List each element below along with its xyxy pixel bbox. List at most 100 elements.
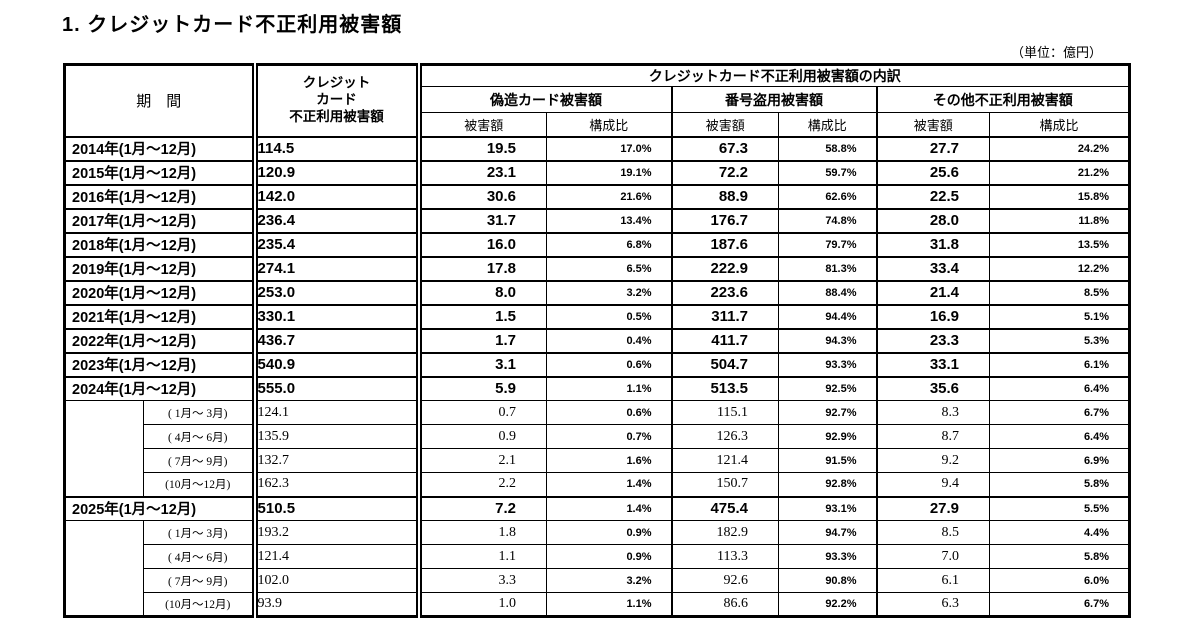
counterfeit-ratio-cell: 6.8% [546, 231, 673, 257]
counterfeit-cell: 3.1 [418, 351, 548, 377]
table-row-year: 2018年(1月～12月) 235.4 16.0 6.8% 187.6 79.7% 31.8… [64, 231, 1130, 257]
other-ratio-cell: 24.2% [989, 135, 1130, 161]
other-cell: 27.7 [876, 135, 991, 161]
other-cell: 33.1 [876, 351, 991, 377]
counterfeit-cell: 0.9 [418, 424, 548, 449]
counterfeit-cell: 1.1 [418, 544, 548, 569]
total-cell: 142.0 [254, 183, 422, 209]
other-ratio-cell: 5.1% [989, 303, 1130, 329]
counterfeit-ratio-cell: 21.6% [546, 183, 673, 209]
period-cell: ( 1月～ 3月) [143, 520, 258, 545]
number-theft-ratio-cell: 92.8% [778, 472, 878, 497]
header-breakdown: クレジットカード不正利用被害額の内訳 [418, 64, 1130, 87]
number-theft-ratio-cell: 94.3% [778, 327, 878, 353]
period-cell: ( 1月～ 3月) [143, 400, 258, 425]
counterfeit-ratio-cell: 0.6% [546, 400, 673, 425]
table-row-year: 2022年(1月～12月) 436.7 1.7 0.4% 411.7 94.3% 23.3 5… [64, 327, 1130, 353]
other-cell: 27.9 [876, 495, 991, 521]
counterfeit-cell: 0.7 [418, 400, 548, 425]
table-row-quarter: ( 4月～ 6月) 135.9 0.9 0.7% 126.3 92.9% 8.7 6.4% [65, 424, 1130, 449]
number-theft-cell: 182.9 [671, 520, 780, 545]
period-cell: ( 4月～ 6月) [143, 424, 258, 449]
number-theft-cell: 92.6 [671, 568, 780, 593]
table-body: 2014年(1月～12月) 114.5 19.5 17.0% 67.3 58.8% 27.7… [64, 135, 1130, 617]
period-cell: (10月～12月) [143, 592, 258, 617]
header-sub-ratio: 構成比 [778, 112, 878, 138]
other-ratio-cell: 6.7% [989, 592, 1130, 617]
other-cell: 21.4 [876, 279, 991, 305]
total-cell: 555.0 [254, 375, 422, 401]
other-ratio-cell: 5.8% [989, 544, 1130, 569]
counterfeit-cell: 3.3 [418, 568, 548, 593]
other-ratio-cell: 5.5% [989, 495, 1130, 521]
header-group-counterfeit: 偽造カード被害額 [418, 86, 673, 113]
period-cell: ( 4月～ 6月) [143, 544, 258, 569]
period-cell: 2023年(1月～12月) [64, 351, 258, 377]
counterfeit-ratio-cell: 19.1% [546, 159, 673, 185]
page-title: 1. クレジットカード不正利用被害額 [62, 14, 403, 36]
number-theft-cell: 86.6 [671, 592, 780, 617]
other-ratio-cell: 13.5% [989, 231, 1130, 257]
other-cell: 25.6 [876, 159, 991, 185]
table-row-year: 2015年(1月～12月) 120.9 23.1 19.1% 72.2 59.7% 25.6… [64, 159, 1130, 185]
number-theft-ratio-cell: 94.4% [778, 303, 878, 329]
number-theft-cell: 113.3 [671, 544, 780, 569]
header-sub-amount: 被害額 [876, 112, 991, 138]
other-cell: 33.4 [876, 255, 991, 281]
period-cell: 2020年(1月～12月) [64, 279, 258, 305]
number-theft-ratio-cell: 93.1% [778, 495, 878, 521]
period-cell: ( 7月～ 9月) [143, 568, 258, 593]
total-cell: 253.0 [254, 279, 422, 305]
table-row-year: 2014年(1月～12月) 114.5 19.5 17.0% 67.3 58.8% 27.7… [64, 135, 1130, 161]
total-cell: 510.5 [254, 495, 422, 521]
header-total-line3: 不正利用被害額 [289, 109, 384, 125]
number-theft-ratio-cell: 92.5% [778, 375, 878, 401]
header-period: 期 間 [64, 64, 258, 137]
counterfeit-ratio-cell: 0.7% [546, 424, 673, 449]
total-cell: 236.4 [254, 207, 422, 233]
total-cell: 540.9 [254, 351, 422, 377]
other-cell: 23.3 [876, 327, 991, 353]
number-theft-cell: 121.4 [671, 448, 780, 473]
total-cell: 162.3 [254, 472, 422, 497]
counterfeit-cell: 30.6 [418, 183, 548, 209]
other-cell: 31.8 [876, 231, 991, 257]
counterfeit-cell: 7.2 [418, 495, 548, 521]
other-ratio-cell: 4.4% [989, 520, 1130, 545]
table-row-quarter: (10月～12月) 162.3 2.2 1.4% 150.7 92.8% 9.4 5.8% [65, 472, 1130, 497]
number-theft-ratio-cell: 91.5% [778, 448, 878, 473]
period-cell: ( 7月～ 9月) [143, 448, 258, 473]
other-cell: 7.0 [876, 544, 991, 569]
number-theft-ratio-cell: 59.7% [778, 159, 878, 185]
fraud-damage-table: 期 間 クレジット カード 不正利用被害額 クレジットカード不正利用被害額の内訳… [63, 63, 1132, 618]
other-ratio-cell: 6.7% [989, 400, 1130, 425]
table-row-quarter: (10月～12月) 93.9 1.0 1.1% 86.6 92.2% 6.3 6.7% [65, 592, 1130, 617]
counterfeit-ratio-cell: 1.1% [546, 375, 673, 401]
number-theft-cell: 88.9 [671, 183, 780, 209]
total-cell: 93.9 [254, 592, 422, 617]
number-theft-cell: 223.6 [671, 279, 780, 305]
counterfeit-ratio-cell: 0.6% [546, 351, 673, 377]
table-row-year: 2023年(1月～12月) 540.9 3.1 0.6% 504.7 93.3% 33.1 6… [64, 351, 1130, 377]
table-row-year: 2016年(1月～12月) 142.0 30.6 21.6% 88.9 62.6% 22.5… [64, 183, 1130, 209]
table-row-year: 2019年(1月～12月) 274.1 17.8 6.5% 222.9 81.3% 33.4… [64, 255, 1130, 281]
number-theft-ratio-cell: 93.3% [778, 351, 878, 377]
number-theft-ratio-cell: 62.6% [778, 183, 878, 209]
table-row-year: 2024年(1月～12月) 555.0 5.9 1.1% 513.5 92.5% 35.6 6… [64, 375, 1130, 401]
number-theft-ratio-cell: 74.8% [778, 207, 878, 233]
total-cell: 102.0 [254, 568, 422, 593]
other-ratio-cell: 8.5% [989, 279, 1130, 305]
header-sub-amount: 被害額 [671, 112, 780, 138]
table-row-quarter: ( 1月～ 3月) 124.1 0.7 0.6% 115.1 92.7% 8.3 6.7% [64, 400, 1130, 497]
other-cell: 22.5 [876, 183, 991, 209]
header-sub-amount: 被害額 [418, 112, 548, 138]
period-cell: 2016年(1月～12月) [64, 183, 258, 209]
other-ratio-cell: 5.3% [989, 327, 1130, 353]
number-theft-cell: 311.7 [671, 303, 780, 329]
period-cell: (10月～12月) [143, 472, 258, 497]
period-indent-spacer [64, 400, 144, 497]
other-cell: 9.2 [876, 448, 991, 473]
counterfeit-cell: 8.0 [418, 279, 548, 305]
total-cell: 235.4 [254, 231, 422, 257]
